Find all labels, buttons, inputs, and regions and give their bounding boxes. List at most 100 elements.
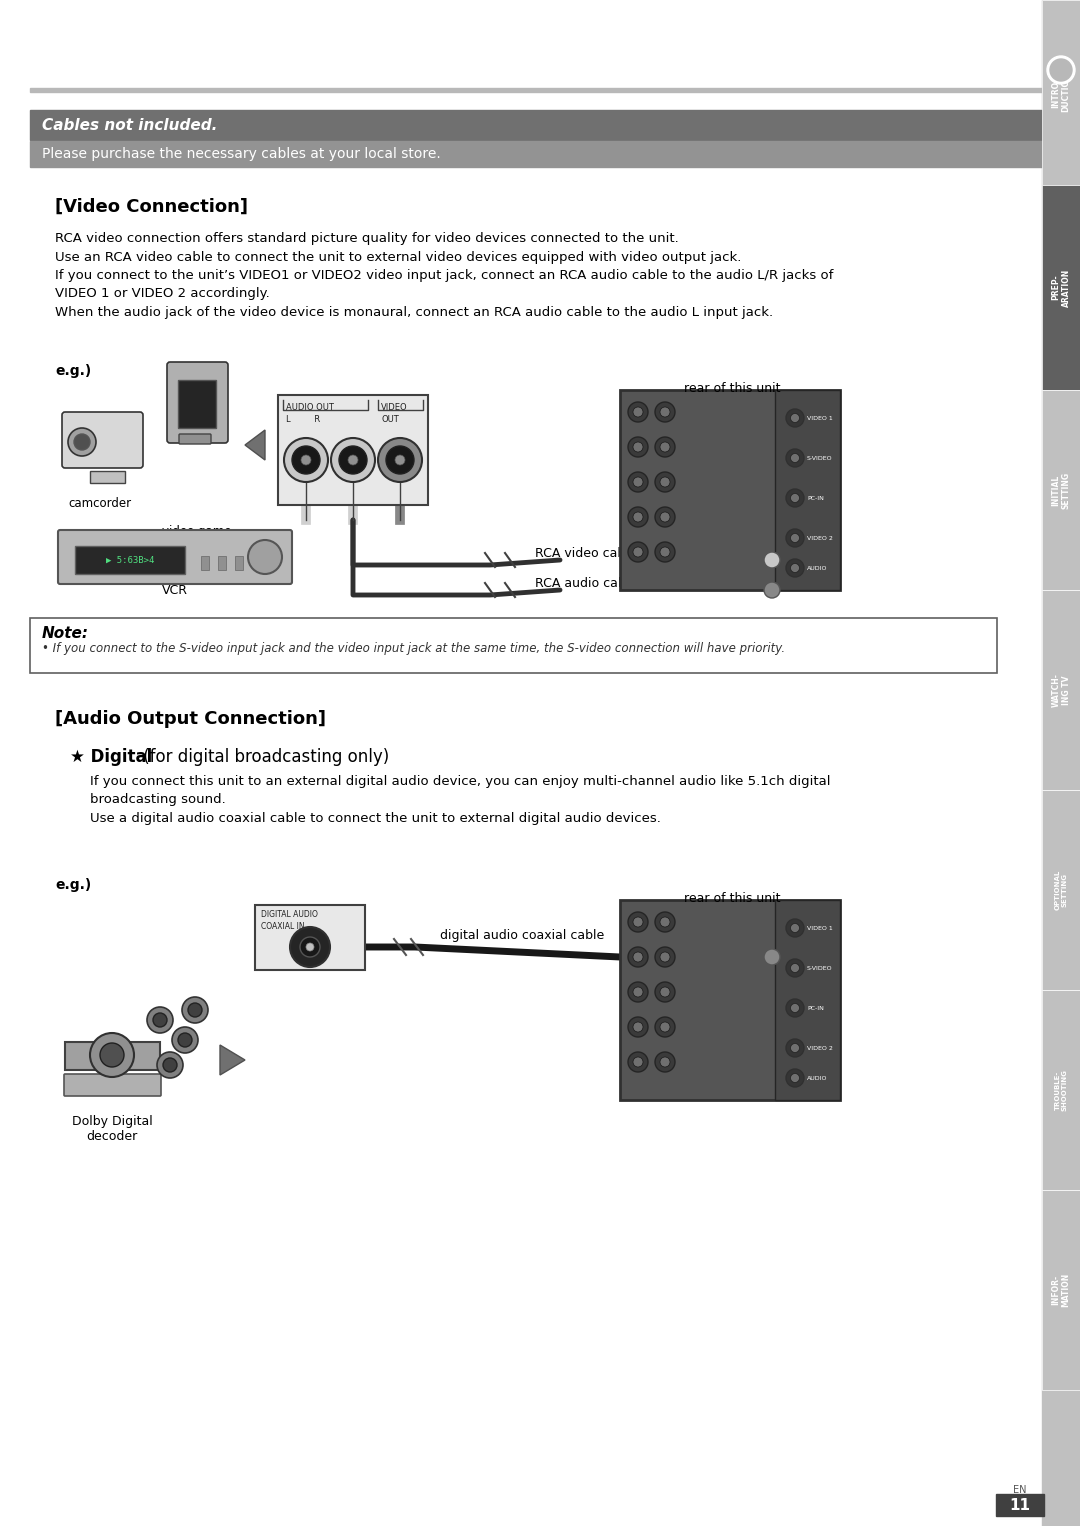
FancyBboxPatch shape: [30, 618, 997, 673]
Circle shape: [633, 987, 643, 996]
Bar: [1042, 391, 1080, 591]
Bar: [1042, 790, 1080, 990]
Text: Please purchase the necessary cables at your local store.: Please purchase the necessary cables at …: [42, 146, 441, 162]
Circle shape: [791, 534, 799, 543]
Bar: [1042, 0, 1080, 1526]
Circle shape: [163, 1058, 177, 1071]
Bar: [75, 546, 185, 574]
Text: • If you connect to the S-video input jack and the video input jack at the same : • If you connect to the S-video input ja…: [42, 642, 785, 655]
Circle shape: [633, 952, 643, 961]
Circle shape: [633, 478, 643, 487]
Circle shape: [1050, 60, 1072, 81]
Circle shape: [654, 1016, 675, 1038]
Text: VIDEO 1: VIDEO 1: [807, 415, 833, 421]
Circle shape: [627, 1051, 648, 1071]
Bar: [1042, 0, 1080, 185]
Circle shape: [654, 983, 675, 1003]
Text: INTRO-
DUCTION: INTRO- DUCTION: [1051, 73, 1070, 113]
Circle shape: [791, 453, 799, 462]
FancyBboxPatch shape: [62, 412, 143, 468]
FancyBboxPatch shape: [167, 362, 228, 443]
Circle shape: [660, 1022, 670, 1032]
Circle shape: [660, 546, 670, 557]
Circle shape: [633, 1058, 643, 1067]
Text: ▶ 5:63B>4: ▶ 5:63B>4: [106, 555, 154, 565]
Circle shape: [786, 919, 804, 937]
Circle shape: [157, 1051, 183, 1077]
Text: TROUBLE-
SHOOTING: TROUBLE- SHOOTING: [1054, 1070, 1067, 1111]
Text: AUDIO: AUDIO: [807, 1076, 827, 1080]
FancyBboxPatch shape: [58, 530, 292, 584]
Text: PREP-
ARATION: PREP- ARATION: [1051, 269, 1070, 307]
Circle shape: [660, 987, 670, 996]
Bar: [30, 89, 1042, 92]
Text: WATCH-
ING TV: WATCH- ING TV: [1051, 673, 1070, 707]
Circle shape: [284, 438, 328, 482]
Circle shape: [660, 443, 670, 452]
Circle shape: [791, 563, 799, 572]
Circle shape: [791, 1004, 799, 1012]
Text: EN: EN: [1013, 1485, 1027, 1495]
Text: Cables not included.: Cables not included.: [42, 118, 217, 133]
Circle shape: [654, 507, 675, 526]
Polygon shape: [220, 1045, 245, 1074]
Circle shape: [791, 923, 799, 932]
Bar: [1042, 1190, 1080, 1390]
Bar: [1042, 990, 1080, 1190]
Circle shape: [627, 983, 648, 1003]
Circle shape: [1047, 56, 1075, 84]
Text: e.g.): e.g.): [55, 877, 91, 893]
Circle shape: [654, 948, 675, 967]
Circle shape: [791, 493, 799, 502]
Circle shape: [627, 913, 648, 932]
Circle shape: [786, 559, 804, 577]
Circle shape: [633, 443, 643, 452]
Circle shape: [633, 917, 643, 926]
Circle shape: [791, 414, 799, 423]
Text: video game: video game: [162, 525, 232, 539]
Circle shape: [627, 401, 648, 423]
Circle shape: [291, 926, 330, 967]
Circle shape: [153, 1013, 167, 1027]
Circle shape: [100, 1042, 124, 1067]
Circle shape: [660, 917, 670, 926]
Circle shape: [90, 1033, 134, 1077]
FancyBboxPatch shape: [179, 433, 211, 444]
Circle shape: [786, 958, 804, 977]
Text: rear of this unit: rear of this unit: [684, 382, 780, 395]
Bar: [30, 140, 1042, 166]
Bar: [1042, 185, 1080, 391]
Circle shape: [178, 1033, 192, 1047]
Circle shape: [68, 427, 96, 456]
Circle shape: [183, 996, 208, 1022]
Text: rear of this unit: rear of this unit: [684, 893, 780, 905]
Bar: [1042, 591, 1080, 790]
Circle shape: [627, 1016, 648, 1038]
Text: OPTIONAL
SETTING: OPTIONAL SETTING: [1054, 870, 1067, 909]
Circle shape: [292, 446, 320, 475]
Text: OUT: OUT: [381, 415, 399, 424]
Circle shape: [395, 455, 405, 465]
Text: VIDEO 2: VIDEO 2: [807, 536, 833, 540]
Circle shape: [764, 949, 780, 964]
Text: INITIAL
SETTING: INITIAL SETTING: [1051, 472, 1070, 508]
Bar: [178, 380, 216, 427]
Circle shape: [654, 913, 675, 932]
Circle shape: [660, 513, 670, 522]
Circle shape: [786, 530, 804, 546]
Circle shape: [633, 407, 643, 417]
Bar: [255, 905, 365, 971]
Text: VCR: VCR: [162, 584, 188, 597]
Text: camcorder: camcorder: [68, 497, 132, 510]
Text: S-VIDEO: S-VIDEO: [807, 966, 833, 971]
Circle shape: [764, 552, 780, 568]
Circle shape: [786, 1070, 804, 1087]
Circle shape: [627, 542, 648, 562]
Text: digital audio coaxial cable: digital audio coaxial cable: [440, 929, 604, 942]
Circle shape: [660, 952, 670, 961]
Text: [Video Connection]: [Video Connection]: [55, 198, 248, 217]
Circle shape: [306, 943, 314, 951]
Circle shape: [660, 407, 670, 417]
Text: S-VIDEO: S-VIDEO: [807, 455, 833, 461]
Text: PC-IN: PC-IN: [807, 496, 824, 501]
